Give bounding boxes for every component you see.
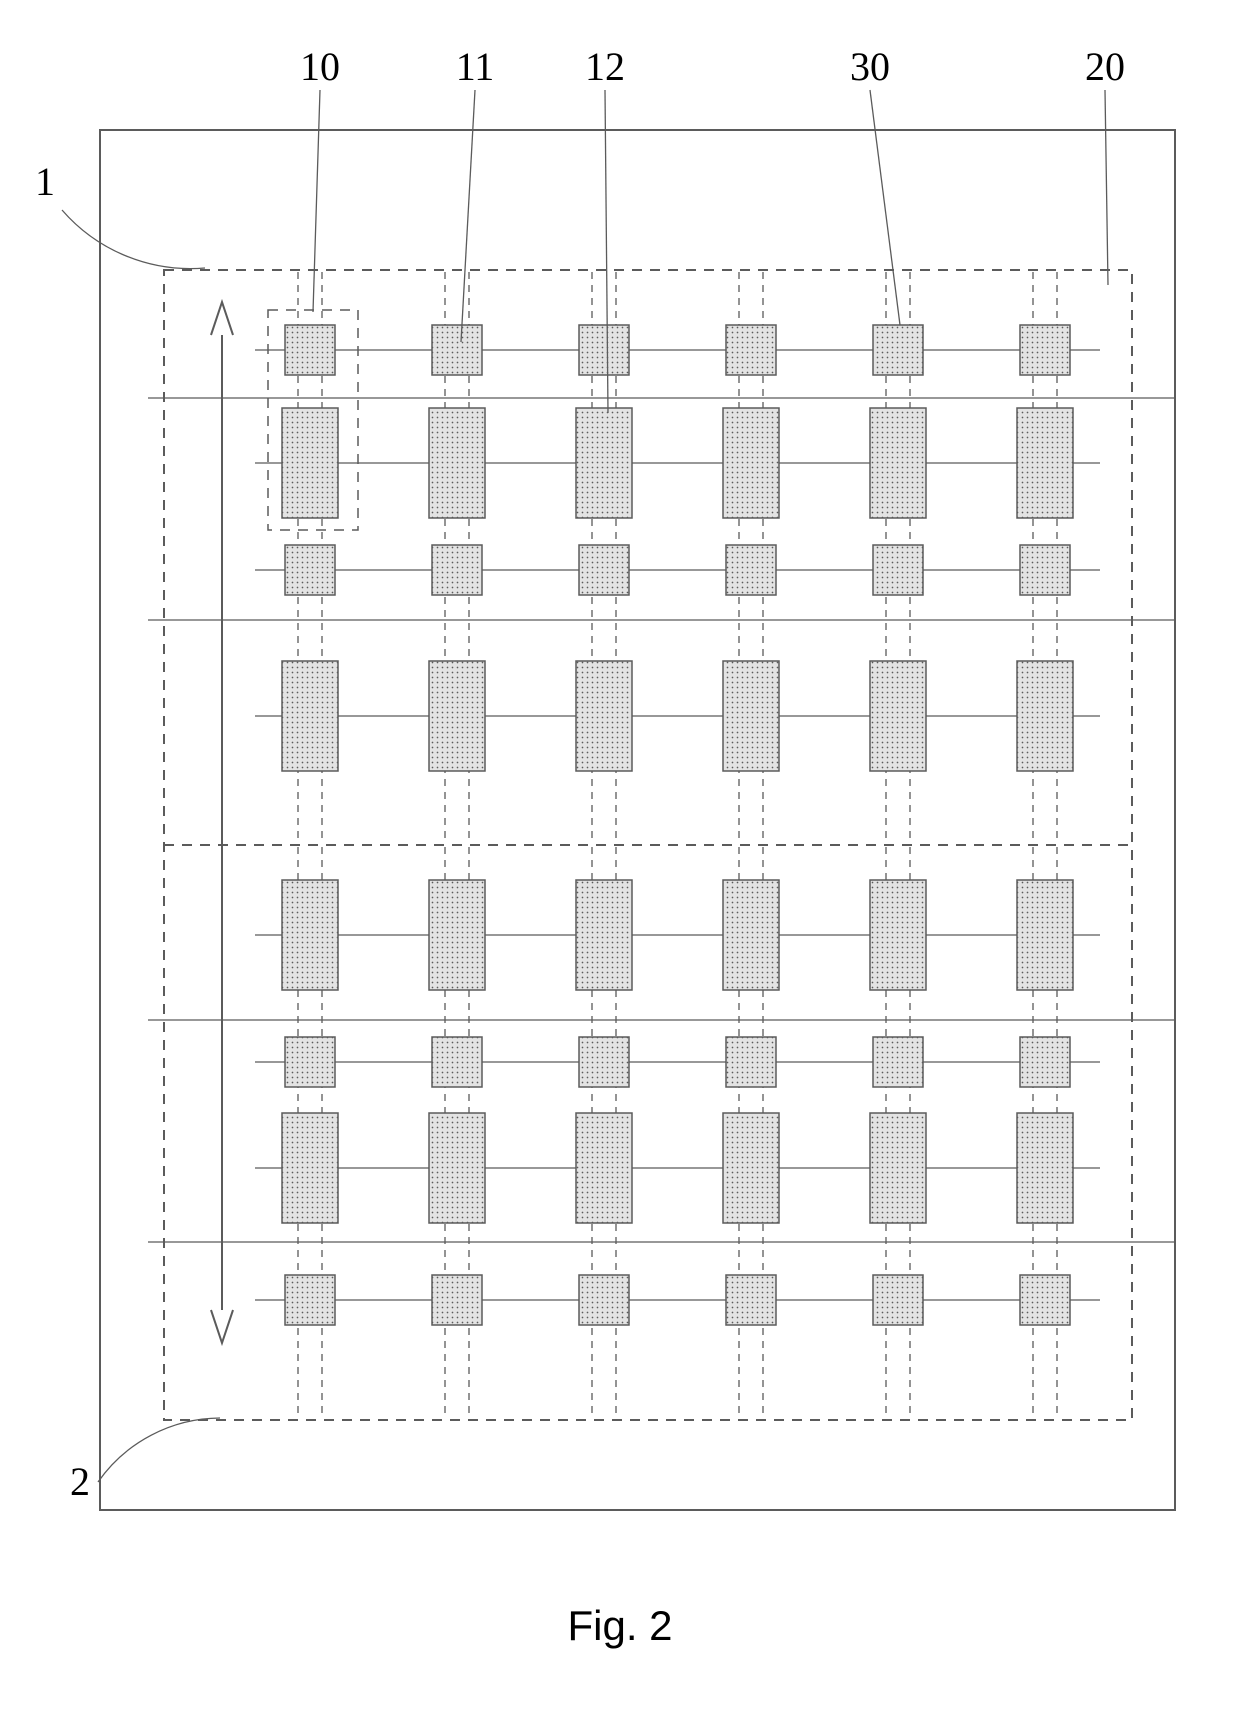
block-rect [873, 1037, 923, 1087]
block-rect [576, 1113, 632, 1223]
block-rect [579, 1037, 629, 1087]
block-rect [726, 1275, 776, 1325]
block-rect [1020, 545, 1070, 595]
leader-line [1105, 90, 1108, 285]
block-rect [285, 1037, 335, 1087]
block-rect [870, 880, 926, 990]
dimension-arrow-head-bottom [211, 1310, 233, 1343]
block-rect [432, 545, 482, 595]
reference-label: 10 [300, 44, 340, 89]
figure-caption: Fig. 2 [567, 1602, 672, 1649]
block-rect [429, 661, 485, 771]
block-rect [432, 325, 482, 375]
outer-frame [100, 130, 1175, 1510]
block-rect [282, 1113, 338, 1223]
leader-arc [98, 1418, 220, 1482]
block-rect [579, 1275, 629, 1325]
leader-line [313, 90, 320, 312]
block-rect [870, 661, 926, 771]
block-rect [723, 1113, 779, 1223]
block-rect [285, 1275, 335, 1325]
block-rect [432, 1037, 482, 1087]
block-rect [726, 1037, 776, 1087]
block-rect [285, 545, 335, 595]
reference-label: 30 [850, 44, 890, 89]
block-rect [429, 408, 485, 518]
frames-layer [100, 130, 1175, 1510]
block-rect [723, 408, 779, 518]
block-rect [429, 1113, 485, 1223]
block-rect [873, 1275, 923, 1325]
block-rect [576, 408, 632, 518]
block-rect [282, 880, 338, 990]
block-rect [1017, 880, 1073, 990]
leader-lines-layer [62, 90, 1108, 1482]
block-rect [282, 408, 338, 518]
block-rect [1020, 325, 1070, 375]
block-rect [432, 1275, 482, 1325]
block-rect [1020, 1037, 1070, 1087]
leader-line [870, 90, 900, 325]
reference-label: 2 [70, 1459, 90, 1504]
block-rect [579, 325, 629, 375]
reference-label: 11 [456, 44, 495, 89]
block-rect [723, 661, 779, 771]
block-rect [576, 661, 632, 771]
block-rect [870, 408, 926, 518]
block-rect [873, 545, 923, 595]
block-rect [285, 325, 335, 375]
block-rect [579, 545, 629, 595]
block-rect [870, 1113, 926, 1223]
block-rect [282, 661, 338, 771]
arrow-layer [211, 302, 233, 1343]
block-rect [1020, 1275, 1070, 1325]
reference-label: 1 [35, 159, 55, 204]
dimension-arrow-head-top [211, 302, 233, 335]
block-rect [723, 880, 779, 990]
block-rect [1017, 1113, 1073, 1223]
block-rect [726, 325, 776, 375]
leader-arc [62, 210, 205, 269]
leader-line [461, 90, 475, 342]
block-rect [576, 880, 632, 990]
block-rect [1017, 408, 1073, 518]
reference-label: 20 [1085, 44, 1125, 89]
block-rect [873, 325, 923, 375]
block-rect [429, 880, 485, 990]
block-rect [1017, 661, 1073, 771]
reference-label: 12 [585, 44, 625, 89]
blocks-layer [282, 325, 1073, 1325]
block-rect [726, 545, 776, 595]
